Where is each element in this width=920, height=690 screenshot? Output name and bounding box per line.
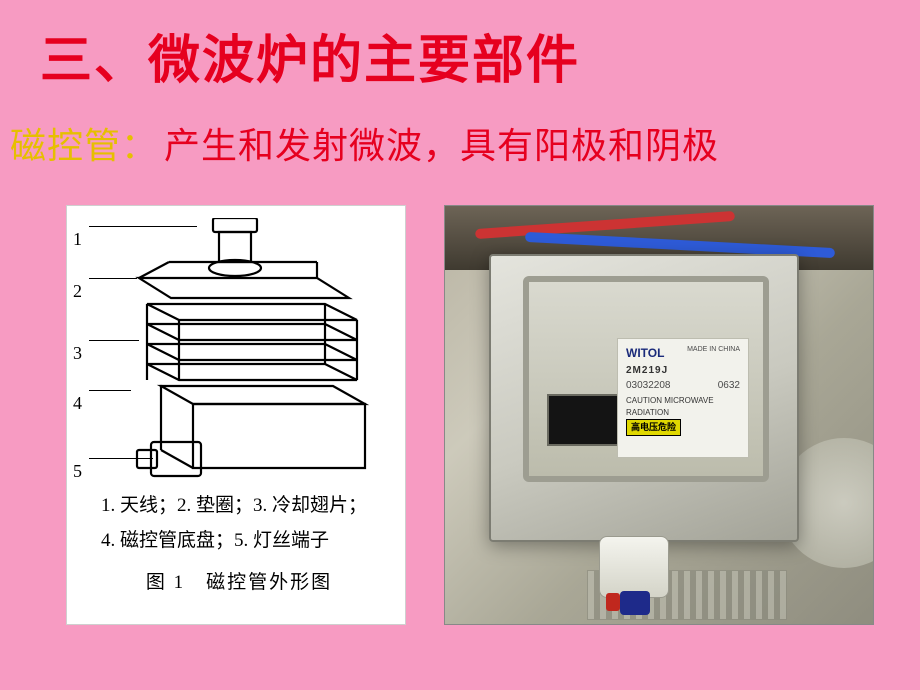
sticker-caution-cn: 高电压危险 xyxy=(626,419,681,436)
watermark-icon xyxy=(0,600,90,690)
pointer-4: 4 xyxy=(73,394,82,412)
pointer-5: 5 xyxy=(73,462,82,480)
sticker-made: MADE IN CHINA xyxy=(687,345,740,364)
schematic-figure: 1 2 3 4 5 xyxy=(66,205,406,625)
sticker-serial: 03032208 xyxy=(626,379,671,394)
sticker-model: 2M219J xyxy=(626,364,740,379)
photo-figure: WITOL MADE IN CHINA 2M219J 03032208 0632… xyxy=(444,205,874,625)
sticker-brand: WITOL xyxy=(626,345,664,362)
pointer-1: 1 xyxy=(73,230,82,248)
sticker-caution-en: CAUTION MICROWAVE RADIATION xyxy=(626,395,740,418)
subtitle-content: 产生和发射微波，具有阳极和阴极 xyxy=(164,126,719,166)
pointer-2: 2 xyxy=(73,282,82,300)
subtitle-label: 磁控管： xyxy=(10,126,158,166)
slide-title: 三、微波炉的主要部件 xyxy=(0,0,920,93)
legend-line-1: 1. 天线；2. 垫圈；3. 冷却翅片； xyxy=(101,489,377,523)
slide-subtitle: 磁控管：产生和发射微波，具有阳极和阴极 xyxy=(0,93,920,169)
sticker-lot: 0632 xyxy=(718,379,740,394)
figure-caption: 图 1 磁控管外形图 xyxy=(101,566,377,600)
schematic-svg xyxy=(117,218,377,488)
magnetron-window: WITOL MADE IN CHINA 2M219J 03032208 0632… xyxy=(523,276,769,482)
figure-row: 1 2 3 4 5 xyxy=(66,205,920,625)
pointer-3: 3 xyxy=(73,344,82,362)
magnetron-stem xyxy=(599,536,669,598)
spec-sticker: WITOL MADE IN CHINA 2M219J 03032208 0632… xyxy=(617,338,749,458)
legend-line-2: 4. 磁控管底盘；5. 灯丝端子 xyxy=(101,524,377,558)
magnetron-body: WITOL MADE IN CHINA 2M219J 03032208 0632… xyxy=(489,254,799,542)
legend-block: 1. 天线；2. 垫圈；3. 冷却翅片； 4. 磁控管底盘；5. 灯丝端子 图 … xyxy=(101,489,377,600)
